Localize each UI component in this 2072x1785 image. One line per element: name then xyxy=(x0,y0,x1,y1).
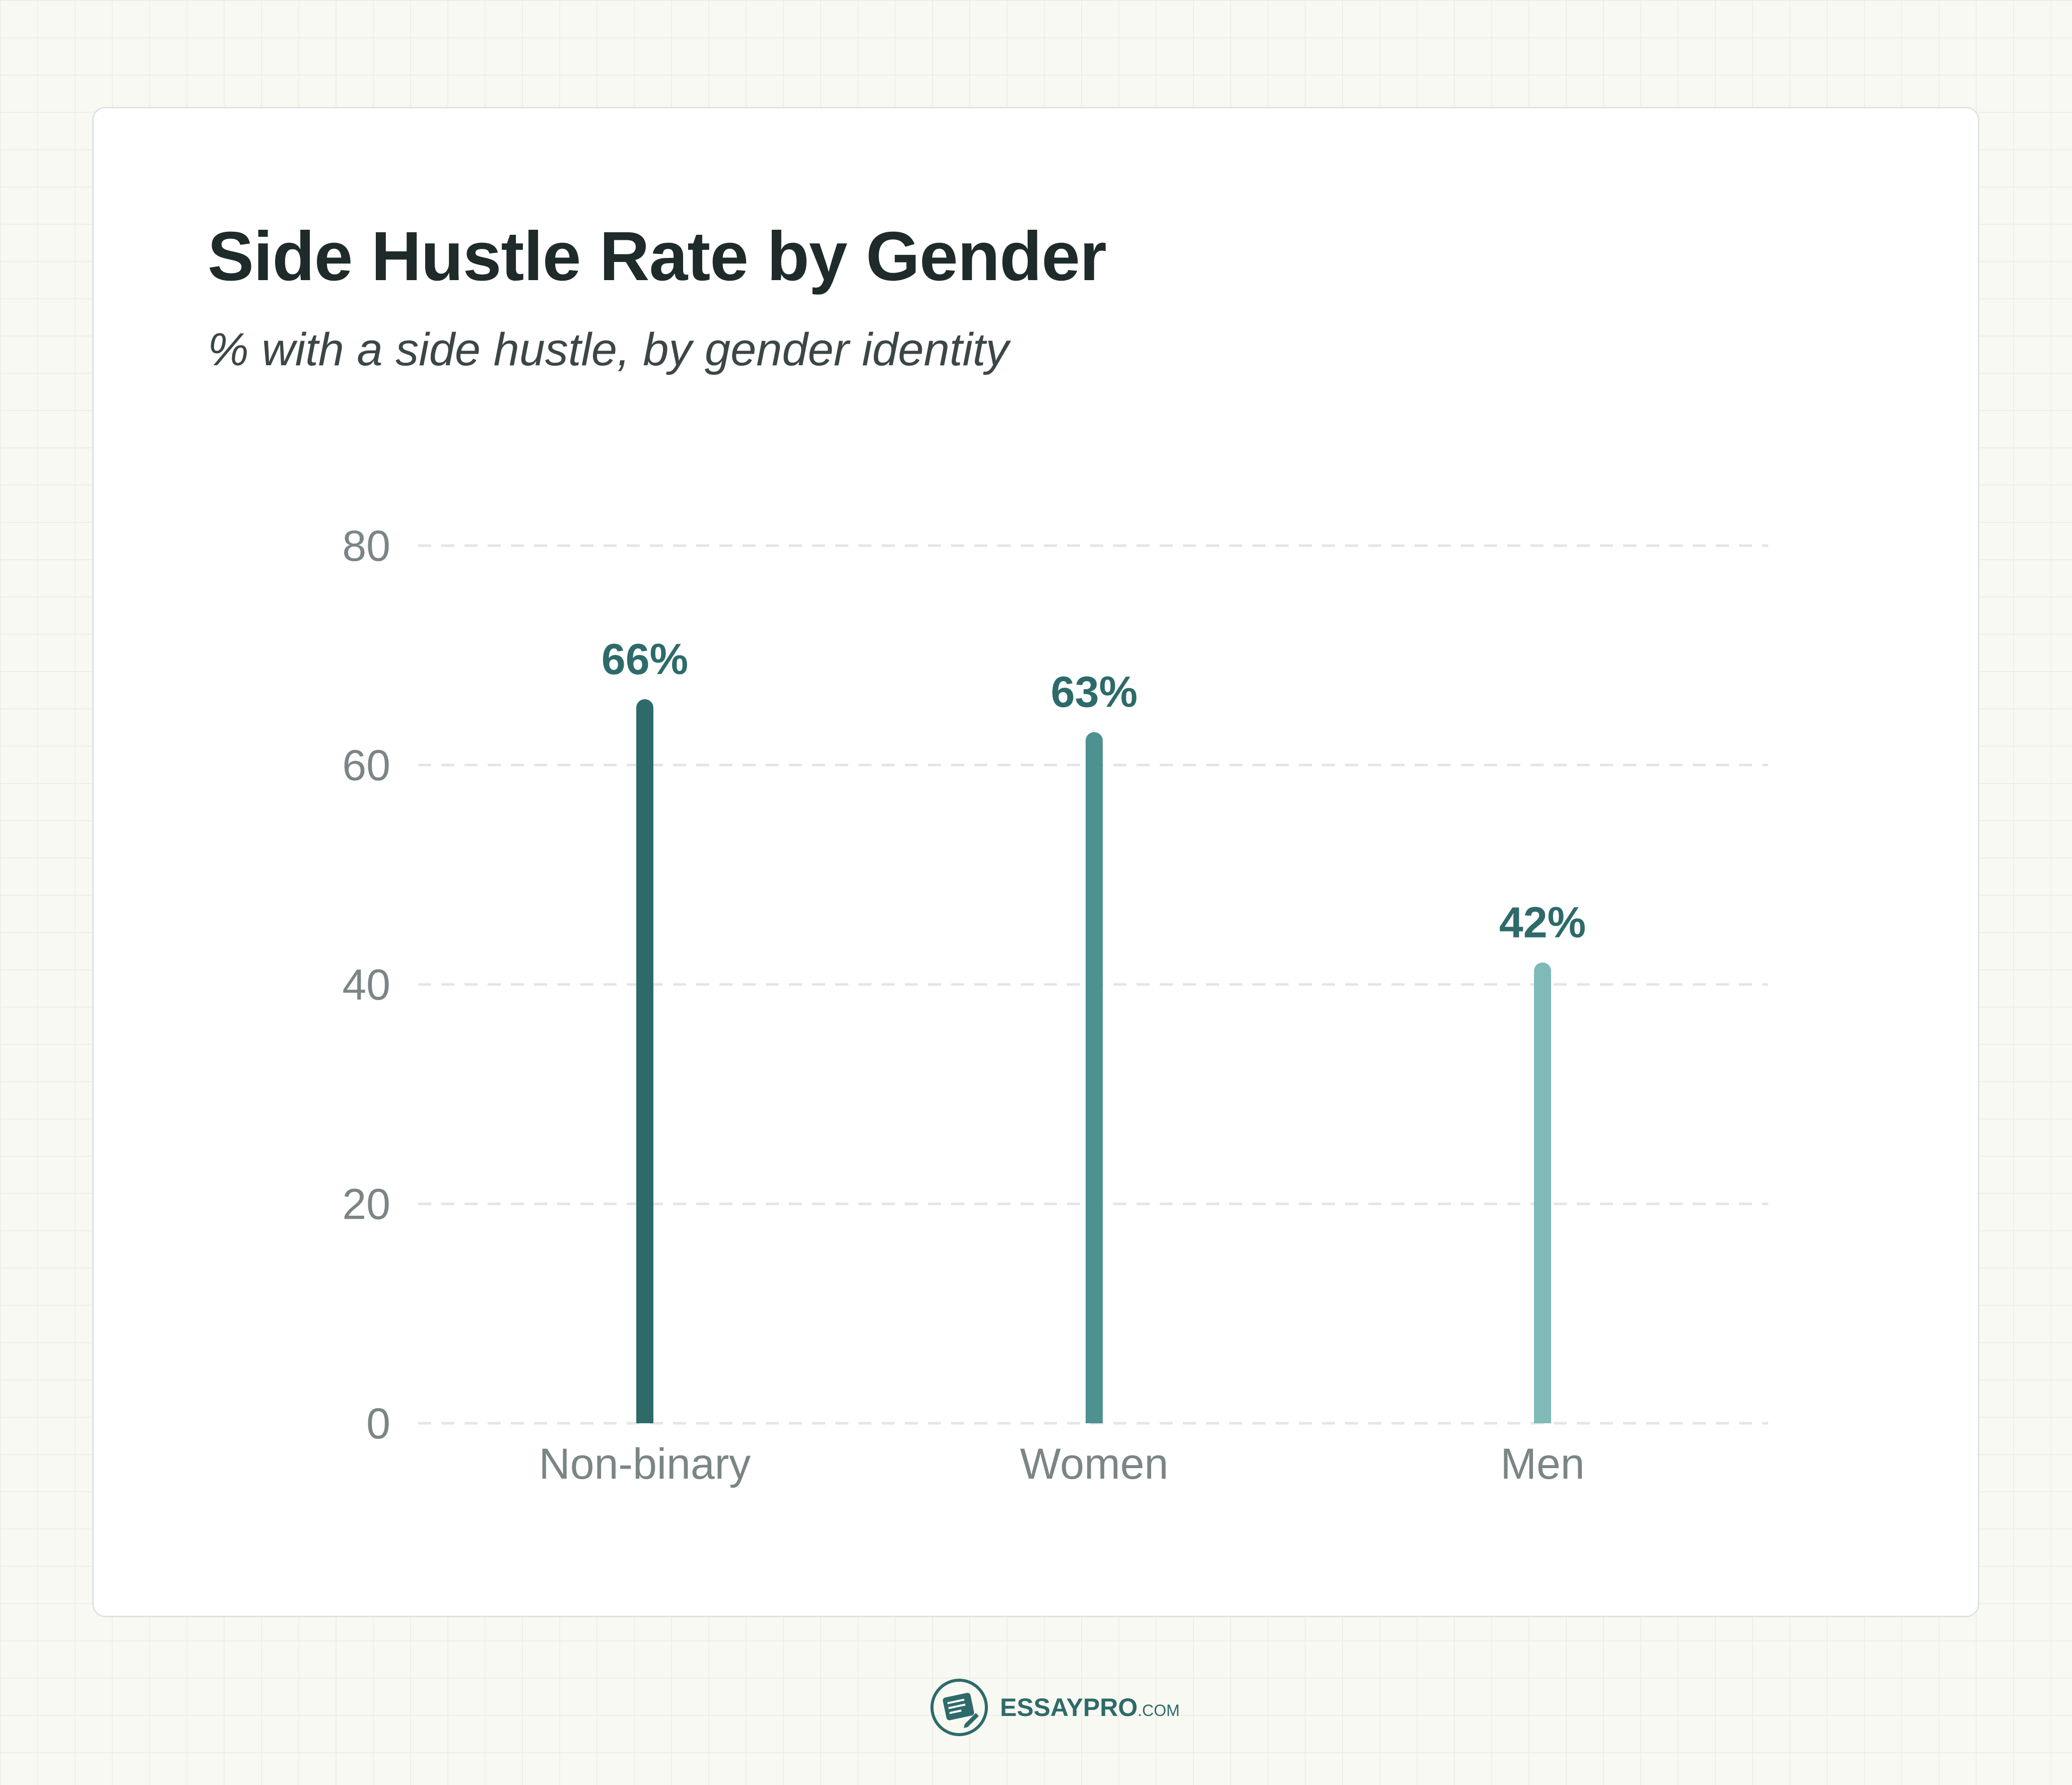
chart-title: Side Hustle Rate by Gender xyxy=(208,218,1107,295)
data-label: 63% xyxy=(1051,668,1138,716)
bar xyxy=(1534,962,1551,1423)
y-tick-label: 40 xyxy=(342,961,390,1009)
bar xyxy=(1086,732,1103,1423)
essaypro-logo-icon xyxy=(930,1679,988,1736)
x-tick-label: Men xyxy=(1500,1440,1584,1488)
chart-subtitle: % with a side hustle, by gender identity xyxy=(208,324,1009,375)
essaypro-logo: ESSAYPRO.COM xyxy=(929,1678,1180,1737)
y-tick-label: 20 xyxy=(342,1180,390,1229)
data-label: 66% xyxy=(601,635,688,684)
logo-essay: ESSAY xyxy=(1000,1693,1083,1722)
chart-card xyxy=(92,107,1979,1617)
x-tick-label: Non-binary xyxy=(539,1440,751,1488)
x-tick-label: Women xyxy=(1020,1440,1169,1488)
logo-wordmark: ESSAYPRO.COM xyxy=(1000,1693,1180,1722)
y-tick-label: 80 xyxy=(342,522,390,570)
y-tick-label: 60 xyxy=(342,742,390,790)
data-label: 42% xyxy=(1499,898,1586,947)
logo-dotcom: .COM xyxy=(1138,1701,1180,1720)
bar xyxy=(636,699,653,1423)
logo-pro: PRO xyxy=(1083,1693,1138,1722)
y-tick-label: 0 xyxy=(366,1400,390,1448)
